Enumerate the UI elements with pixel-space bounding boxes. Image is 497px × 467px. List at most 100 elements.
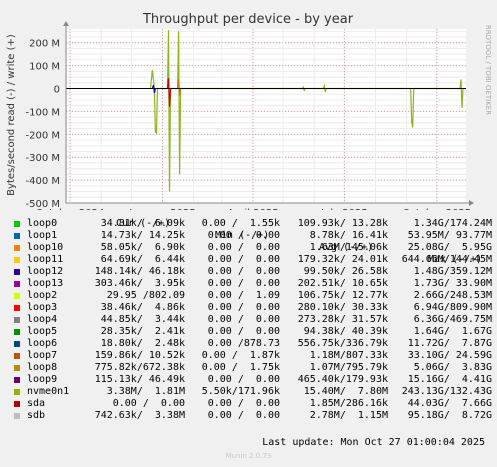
- legend-row: sda 0.00 / 0.00 0.00 / 0.00 1.85M/286.16k 44…: [8, 398, 492, 410]
- legend-min: 0.00 / 1.75k: [201, 362, 280, 373]
- legend-cur: 303.46k/ 3.95k: [94, 278, 185, 289]
- legend-cur: 44.85k/ 3.44k: [100, 314, 185, 325]
- legend-row: loop1 14.73k/ 14.25k 0.00 / 0.00 8.78k/ 16.…: [8, 230, 492, 242]
- y-tick-label: -100 M: [25, 107, 60, 118]
- legend-min: 0.00 / 0.00: [207, 326, 280, 337]
- legend-max: 6.94G/809.90M: [413, 302, 492, 313]
- legend-swatch: [14, 281, 20, 287]
- legend-row: loop11 64.69k/ 6.44k 0.00 / 0.00 179.32k/ 2…: [8, 254, 492, 266]
- legend-swatch: [14, 401, 20, 407]
- legend-row: loop2 29.95 /802.09 0.00 / 1.09 106.75k/ 12…: [8, 290, 492, 302]
- legend-cur: 29.95 /802.09: [106, 290, 185, 301]
- legend-swatch: [14, 293, 20, 299]
- legend-min: 0.00 /878.73: [207, 338, 280, 349]
- legend-row: sdb 742.63k/ 3.38M 0.00 / 0.00 2.78M/ 1.15M…: [8, 410, 492, 422]
- legend-cur: 159.86k/ 10.52k: [94, 350, 185, 361]
- x-tick-label: October 2024: [36, 208, 105, 210]
- legend-row: nvme0n1 3.38M/ 1.81M 5.50k/171.96k 15.40M/ …: [8, 386, 492, 398]
- legend-max: 53.95M/ 93.77M: [407, 230, 492, 241]
- legend-max: 1.34G/174.24M: [413, 218, 492, 229]
- legend-cur: 115.13k/ 46.49k: [94, 374, 185, 385]
- legend-max: 33.10G/ 24.59G: [407, 350, 492, 361]
- legend-row: loop12 148.14k/ 46.18k 0.00 / 0.00 99.50k/ …: [8, 266, 492, 278]
- legend-swatch: [14, 317, 20, 323]
- x-tick-label: October 2025: [403, 208, 472, 210]
- legend-max: 1.73G/ 33.90M: [413, 278, 492, 289]
- legend-avg: 99.50k/ 26.58k: [303, 266, 388, 277]
- legend-min: 0.00 / 0.00: [207, 410, 280, 421]
- grid: [66, 29, 466, 204]
- legend-max: 95.18G/ 8.72G: [407, 410, 492, 421]
- legend-row: loop13 303.46k/ 3.95k 0.00 / 0.00 202.51k/ …: [8, 278, 492, 290]
- axes: 200 M 100 M 0 -100 M -200 M -300 M -400 M -500 …: [25, 21, 474, 210]
- legend-name: loop13: [27, 278, 64, 289]
- legend-avg: 15.40M/ 7.80M: [303, 386, 388, 397]
- legend-max: 6.36G/469.75M: [413, 314, 492, 325]
- legend-row: loop8 775.82k/672.38k 0.00 / 1.75k 1.07M/79…: [8, 362, 492, 374]
- legend-name: loop12: [27, 266, 64, 277]
- legend-row: loop10 58.05k/ 6.90k 0.00 / 0.00 1.63M/145.…: [8, 242, 492, 254]
- legend-min: 0.00 / 0.00: [207, 254, 280, 265]
- legend-cur: 58.05k/ 6.90k: [100, 242, 185, 253]
- legend-name: loop8: [27, 362, 58, 373]
- legend-min: 0.00 / 1.09: [207, 290, 280, 301]
- legend-min: 0.00 / 0.00: [207, 230, 280, 241]
- legend-swatch: [14, 389, 20, 395]
- x-tick-label: January 2025: [128, 208, 196, 210]
- legend-cur: 34.81k/ 6.09k: [100, 218, 185, 229]
- legend-min: 0.00 / 0.00: [207, 278, 280, 289]
- legend-avg: 273.28k/ 31.57k: [297, 314, 388, 325]
- legend-row: loop7 159.86k/ 10.52k 0.00 / 1.87k 1.18M/80…: [8, 350, 492, 362]
- series-line-loop8: [177, 79, 182, 96]
- legend-row: loop5 28.35k/ 2.41k 0.00 / 0.00 94.38k/ 40.…: [8, 326, 492, 338]
- series-layer: [149, 30, 464, 192]
- legend-header-avg: Avg (-/+): [319, 242, 374, 253]
- legend-header-cur: Cur (-/+): [116, 218, 171, 229]
- legend-name: loop11: [27, 254, 64, 265]
- legend-name: loop5: [27, 326, 58, 337]
- legend-min: 0.00 / 1.87k: [201, 350, 280, 361]
- legend-name: loop2: [27, 290, 58, 301]
- legend-min: 5.50k/171.96k: [201, 386, 280, 397]
- legend-max: 15.16G/ 4.41G: [407, 374, 492, 385]
- legend-row: loop3 38.46k/ 4.86k 0.00 / 0.00 280.10k/ 30…: [8, 302, 492, 314]
- legend-avg: 2.78M/ 1.15M: [309, 410, 388, 421]
- legend-min: 0.00 / 0.00: [207, 314, 280, 325]
- legend-swatch: [14, 353, 20, 359]
- y-tick-label: 200 M: [29, 39, 60, 50]
- chart: Throughput per device - by year Bytes/se…: [6, 12, 492, 210]
- legend-cur: 38.46k/ 4.86k: [100, 302, 185, 313]
- legend-name: loop6: [27, 338, 58, 349]
- legend-name: loop3: [27, 302, 58, 313]
- chart-title: Throughput per device - by year: [142, 12, 354, 27]
- legend-min: 0.00 / 0.00: [207, 242, 280, 253]
- y-tick-label: 100 M: [29, 62, 60, 73]
- legend-swatch: [14, 257, 20, 263]
- legend-cur: 775.82k/672.38k: [94, 362, 185, 373]
- x-tick-label: April 2025: [227, 208, 278, 210]
- munin-version: Munin 2.0.73: [225, 452, 272, 460]
- legend-max: 1.64G/ 1.67G: [413, 326, 492, 337]
- legend-max: 5.06G/ 3.83G: [413, 362, 492, 373]
- legend-min: 0.00 / 0.00: [207, 374, 280, 385]
- legend-avg: 8.78k/ 16.41k: [309, 230, 388, 241]
- legend-header-min: Min (-/+): [215, 230, 270, 241]
- legend-swatch: [14, 245, 20, 251]
- legend-name: loop0: [27, 218, 58, 229]
- legend-header-max: Max (-/+): [428, 254, 483, 265]
- legend-name: loop9: [27, 374, 58, 385]
- legend-name: sdb: [27, 410, 46, 421]
- legend-cur: 3.38M/ 1.81M: [106, 386, 185, 397]
- legend-swatch: [14, 377, 20, 383]
- legend-avg: 1.63M/145.06k: [309, 242, 388, 253]
- legend-name: nvme0n1: [27, 386, 70, 397]
- rrdtool-side-label: RRDTOOL / TOBI OETIKER: [484, 25, 492, 115]
- legend-swatch: [14, 269, 20, 275]
- legend-max: 644.66M/144.45M: [401, 254, 492, 265]
- legend-max: 44.03G/ 7.66G: [407, 398, 492, 409]
- legend-name: sda: [27, 398, 46, 409]
- series-line-loop3: [166, 78, 172, 107]
- series-line-nvme0n1: [149, 30, 464, 192]
- plot-area: [66, 29, 466, 203]
- legend-cur: 148.14k/ 46.18k: [94, 266, 185, 277]
